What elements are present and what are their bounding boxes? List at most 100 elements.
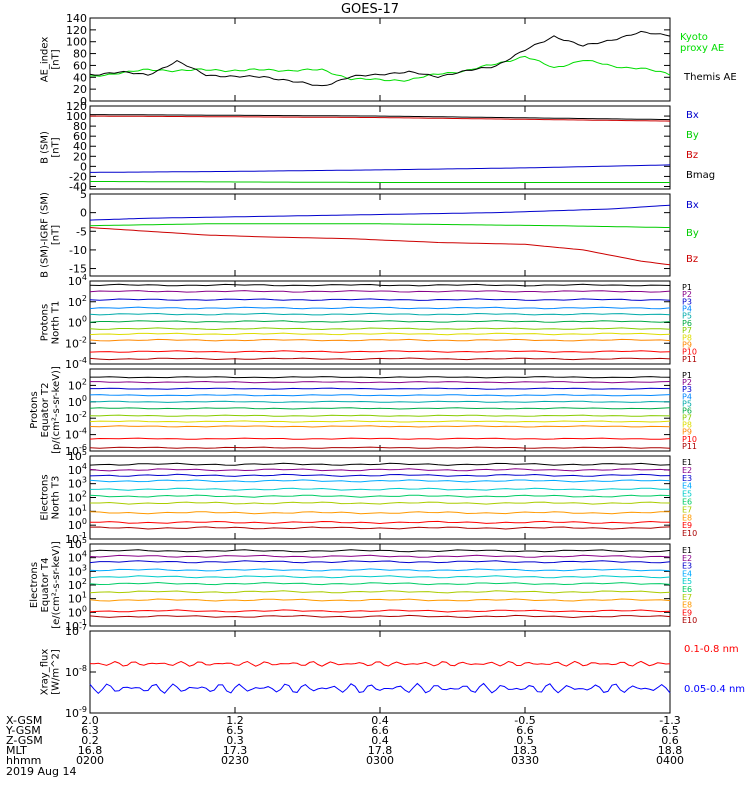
channel-line-e5: [89, 487, 670, 491]
channel-line-p4: [89, 394, 671, 397]
legend-e7: E7: [682, 505, 692, 514]
channel-line-p3: [90, 387, 671, 390]
legend-e6: E6: [682, 498, 692, 507]
legend-e9: E9: [682, 521, 692, 530]
channel-line-p6: [89, 407, 671, 410]
channel-line-p1: [90, 376, 671, 379]
legend-p4: P4: [682, 305, 692, 314]
footer-value: 6.3: [81, 724, 99, 737]
channel-line-e9: [89, 520, 671, 525]
footer-axis-table: X-GSM 2.0 1.2 0.4 -0.5 -1.3 Y-GSM 6.3 6.5 6.6 6.6 6…: [5, 714, 684, 767]
legend-e5: E5: [682, 577, 692, 586]
series-line-by: [90, 181, 670, 183]
legend-bx: Bx: [686, 200, 699, 211]
y-axis-label: [nT]: [51, 137, 62, 157]
y-axis-label: Equator T2: [40, 383, 51, 438]
channel-line-e1: [89, 549, 671, 553]
channel-line-p7: [89, 327, 671, 331]
footer-row-label: MLT: [6, 744, 27, 757]
legend-p1: P1: [682, 283, 692, 292]
y-tick-label: 80: [73, 48, 87, 61]
channel-line-e10: [89, 614, 671, 619]
y-tick-label: 100: [68, 394, 87, 409]
footer-row-label: X-GSM: [6, 714, 42, 727]
footer-value: 0400: [656, 754, 684, 767]
y-tick-label: 120: [66, 100, 87, 113]
y-tick-label: 102: [68, 490, 87, 505]
y-tick-label: 0: [80, 95, 87, 108]
legend-bz: Bz: [686, 150, 698, 161]
channel-line-p1: [89, 283, 671, 287]
legend-p9: P9: [682, 340, 692, 349]
footer-value: 0.5: [516, 734, 534, 747]
channel-line-e1: [89, 462, 671, 466]
y-axis-label: [nT]: [51, 225, 62, 245]
legend-e3: E3: [682, 474, 692, 483]
panel-4: 10-4 10-2 100 102 104 Protons North T1 P1P2P3P4…: [40, 273, 698, 371]
y-tick-label: 5: [80, 188, 87, 201]
channel-line-e4: [89, 568, 671, 572]
channel-line-p3: [89, 298, 671, 301]
legend-p10: P10: [682, 348, 697, 357]
y-tick-label: 10-7: [65, 623, 87, 638]
footer-value: 16.8: [78, 744, 103, 757]
legend-proxy-ae: proxy AE: [680, 43, 724, 54]
legend-p4: P4: [682, 392, 692, 401]
y-tick-label: -20: [69, 170, 87, 183]
channel-line-e6: [89, 494, 671, 498]
legend-p2: P2: [682, 378, 692, 387]
legend-p6: P6: [682, 319, 692, 328]
legend-p5: P5: [682, 312, 692, 321]
legend-kyoto: Kyoto: [680, 32, 708, 43]
legend-e8: E8: [682, 513, 692, 522]
series-line-kyoto-proxy-ae: [89, 55, 671, 82]
footer-value: 0300: [366, 754, 394, 767]
footer-value: 6.6: [516, 724, 534, 737]
y-tick-label: 104: [68, 273, 87, 288]
legend-e5: E5: [682, 490, 692, 499]
legend-p6: P6: [682, 406, 692, 415]
y-axis-label: Equator T4: [40, 558, 51, 613]
channel-line-p10: [89, 350, 671, 353]
legend-p11: P11: [682, 442, 697, 451]
footer-value: 2.0: [81, 714, 99, 727]
footer-value: 6.5: [661, 724, 679, 737]
y-axis-label: Electrons: [40, 474, 51, 520]
channel-line-p9: [89, 425, 671, 428]
series-line-bz: [90, 115, 671, 122]
legend-p10: P10: [682, 435, 697, 444]
legend-e7: E7: [682, 593, 692, 602]
footer-value: 0230: [221, 754, 249, 767]
y-axis-label: B (SM)-IGRF (SM): [40, 192, 51, 278]
y-tick-label: -40: [69, 180, 87, 193]
channel-line-p2: [90, 380, 671, 384]
channel-line-p11: [89, 446, 671, 449]
channel-line-e10: [89, 526, 671, 530]
footer-value: 0.2: [81, 734, 99, 747]
footer-value: 1.2: [226, 714, 244, 727]
channel-line-e2: [89, 554, 671, 558]
footer-value: -1.3: [659, 714, 680, 727]
y-tick-label: 102: [68, 377, 87, 392]
footer-value: 0.6: [661, 734, 679, 747]
y-tick-label: 60: [73, 59, 87, 72]
y-axis-label: [p/(cm²-s-sr-keV)]: [51, 366, 62, 454]
y-tick-label: 104: [68, 462, 87, 477]
y-tick-label: 100: [68, 517, 87, 532]
channel-line-e6: [89, 581, 671, 586]
footer-value: 6.6: [371, 724, 389, 737]
footer-value: 6.5: [226, 724, 244, 737]
y-tick-label: 105: [68, 448, 87, 463]
y-tick-label: 20: [73, 150, 87, 163]
legend-p8: P8: [682, 421, 692, 430]
y-tick-label: 10-2: [65, 410, 87, 425]
legend-e10: E10: [682, 529, 697, 538]
y-axis-label: Electrons: [29, 562, 40, 608]
channel-line-e3: [89, 560, 671, 564]
y-tick-label: 102: [68, 294, 87, 309]
y-tick-label: 10-4: [65, 427, 87, 442]
